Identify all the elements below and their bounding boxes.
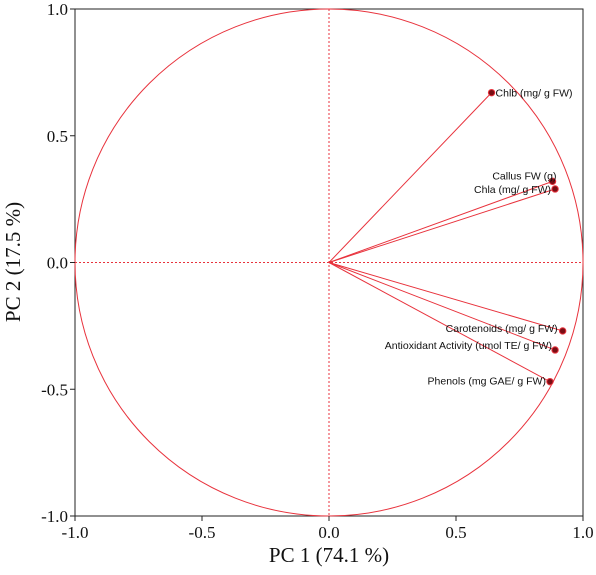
plot-area: Chlb (mg/ g FW) Callus FW (g) Chla (mg/ g … [74,8,584,517]
y-tick-label: 1.0 [47,0,68,19]
x-axis-title: PC 1 (74.1 %) [269,543,389,567]
variable-label: Chlb (mg/ g FW) [496,88,573,100]
loading-point [551,346,559,354]
loading-vector [328,262,551,383]
loading-point [548,177,557,186]
x-tick-label: -0.5 [189,523,216,542]
loading-vector [328,180,553,263]
loading-point [487,88,496,97]
x-tick-label: 0.5 [445,523,466,542]
loading-point [558,327,567,335]
y-tick-label: -0.5 [41,380,68,399]
x-tick-label: -1.0 [62,523,89,542]
y-tick-label: -1.0 [41,507,68,526]
loading-point [546,377,554,386]
loading-point [551,185,559,193]
loading-vector [328,92,492,263]
variable-label: Chla (mg/ g FW) [474,184,551,196]
y-tick-label: 0.0 [47,254,68,273]
loading-vector [328,262,556,351]
variable-label: Callus FW (g) [492,170,556,182]
variable-label: Antioxidant Activity (umol TE/ g FW) [385,340,552,352]
axis-ticks: -1.0 -0.5 0.0 0.5 1.0 -1.0 -0.5 0.0 0.5 1.0 [41,0,594,542]
loading-vector [328,262,563,332]
y-axis-title: PC 2 (17.5 %) [1,202,25,322]
x-tick-label: 1.0 [572,523,593,542]
x-tick-label: 0.0 [318,523,339,542]
variable-label: Carotenoids (mg/ g FW) [446,323,558,335]
variable-label: Phenols (mg GAE/ g FW) [428,376,546,388]
loading-vector [328,188,556,263]
y-tick-label: 0.5 [47,127,68,146]
